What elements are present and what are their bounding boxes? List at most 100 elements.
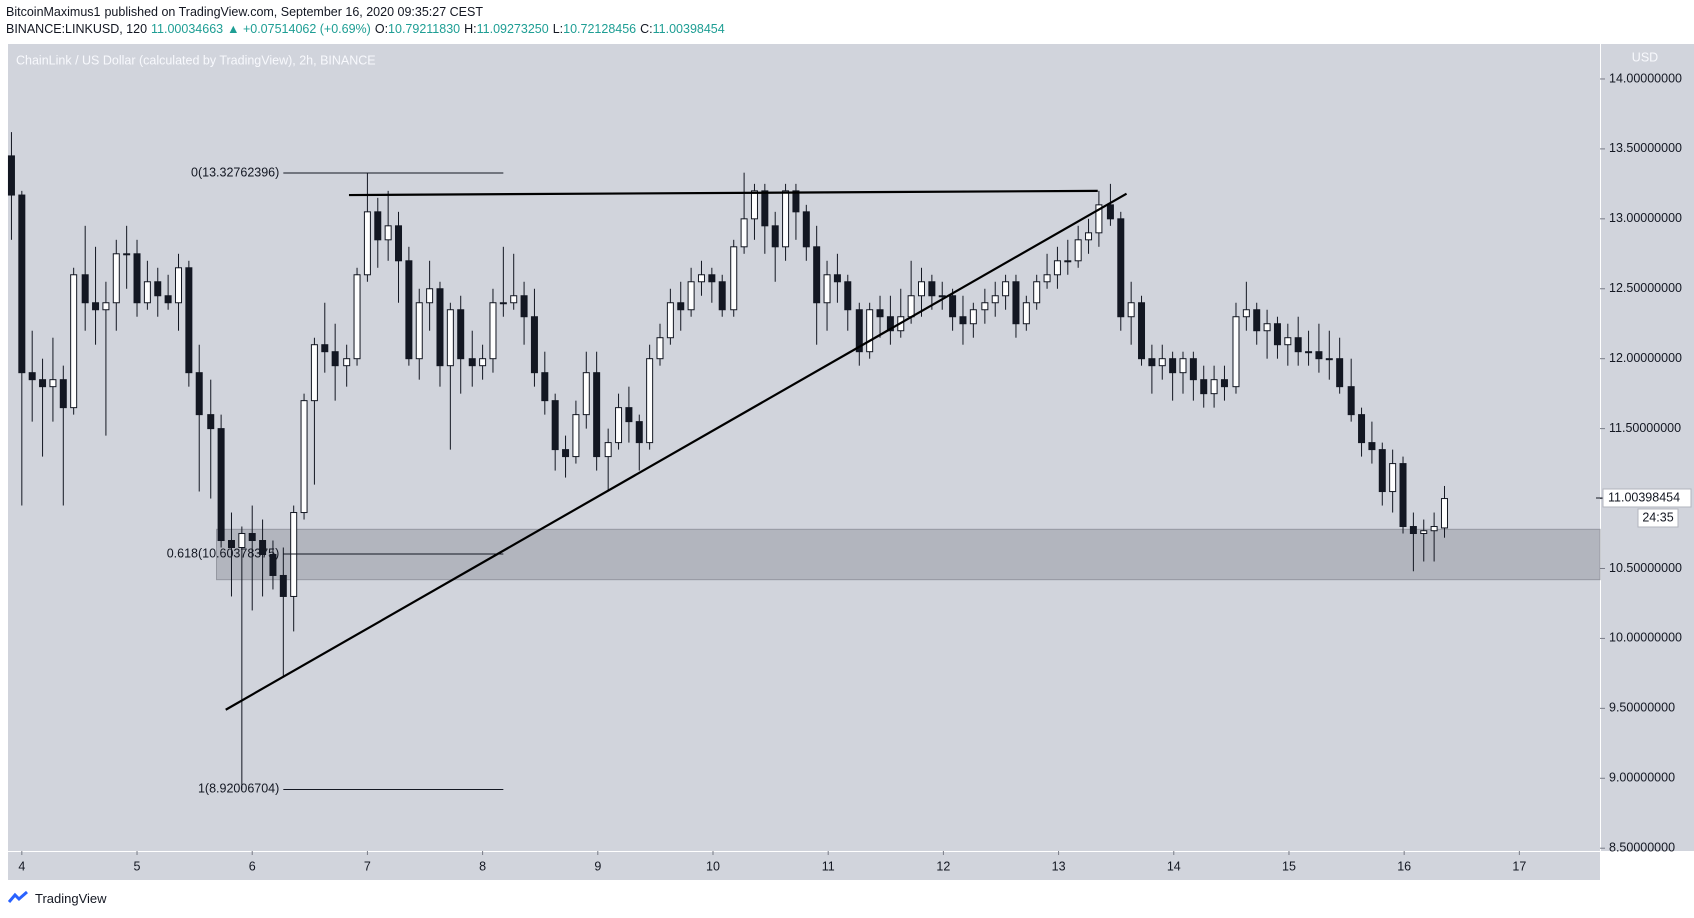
candle-body — [1325, 358, 1333, 361]
candle-body — [907, 295, 915, 318]
candle-body — [1220, 379, 1228, 388]
candle-body — [949, 295, 957, 318]
candle-body — [102, 302, 110, 311]
candle-body — [1002, 281, 1010, 297]
candle-body — [49, 379, 57, 388]
candle-body — [1305, 351, 1313, 354]
footer: TradingView — [8, 890, 107, 906]
candle-body — [802, 211, 810, 248]
candle-body — [154, 281, 162, 297]
candle-body — [112, 253, 120, 304]
candle-body — [415, 302, 423, 360]
candle-body — [7, 155, 15, 196]
candle-body — [259, 540, 267, 555]
x-tick-label: 9 — [594, 859, 601, 873]
candle-body — [520, 295, 528, 318]
candle-body — [39, 379, 47, 388]
y-tick-label: 10.00000000 — [1609, 631, 1682, 645]
candle-body — [876, 309, 884, 318]
trendline — [348, 189, 1098, 197]
candle-body — [1409, 526, 1417, 535]
ohlc-value: 10.79211830 — [388, 22, 461, 36]
candle-body — [1064, 260, 1072, 263]
fib-label: 0.618(10.60378375) — [167, 546, 280, 560]
candle-body — [917, 281, 925, 297]
candle-body — [290, 512, 298, 597]
candle-body — [718, 281, 726, 311]
candle-body — [331, 351, 339, 367]
candle-body — [823, 274, 831, 304]
candle-body — [436, 288, 444, 367]
candle-body — [761, 190, 769, 227]
candle-body — [405, 260, 413, 360]
candle-body — [1074, 239, 1082, 262]
candle-body — [677, 302, 685, 311]
fib-label: 1(8.92006704) — [198, 782, 279, 796]
candle-body — [593, 372, 601, 458]
candle-body — [740, 218, 748, 248]
candle-body — [1200, 379, 1208, 395]
brand: TradingView — [35, 890, 107, 906]
last: 11.00034663 — [151, 22, 224, 36]
candle-body — [1189, 358, 1197, 381]
candle-body — [991, 295, 999, 304]
candle-body — [782, 190, 790, 248]
candle-body — [1430, 526, 1438, 532]
candle-body — [1389, 463, 1397, 493]
candle-body — [1210, 379, 1218, 395]
candle-body — [730, 246, 738, 311]
candle-body — [938, 295, 946, 298]
x-tick-label: 16 — [1397, 859, 1411, 873]
candle-body — [174, 267, 182, 304]
layer: 0(13.32762396) 0.618(10.60378375) 1(8.9200… — [7, 132, 1601, 796]
candle-body — [855, 309, 863, 353]
candle-body — [1273, 323, 1281, 346]
candle-body — [363, 211, 371, 276]
candle-body — [1012, 281, 1020, 325]
candle-body — [133, 253, 141, 304]
candle-body — [969, 309, 977, 325]
ohlc-label: C: — [640, 22, 653, 36]
candle-body — [1085, 232, 1093, 241]
last-price-box — [1602, 488, 1692, 508]
x-tick-label: 10 — [706, 859, 720, 873]
candle-body — [697, 274, 705, 283]
candle-body — [300, 400, 308, 514]
y-tick-label: 13.50000000 — [1609, 141, 1682, 155]
candle-body — [217, 428, 225, 542]
candle-body — [343, 358, 351, 367]
candle-body — [1033, 281, 1041, 304]
x-tick-label: 17 — [1512, 859, 1526, 873]
candle-body — [468, 358, 476, 367]
candle-body — [750, 190, 758, 220]
trendline — [225, 192, 1128, 711]
candle-body — [395, 225, 403, 262]
candle-body — [1043, 274, 1051, 283]
candle-body — [457, 309, 465, 360]
candle-body — [248, 533, 256, 542]
candle-body — [551, 400, 559, 451]
ohlc-label: O: — [374, 22, 389, 36]
chart-title: ChainLink / US Dollar (calculated by Tra… — [16, 53, 376, 67]
candle-body — [635, 421, 643, 444]
candle-body — [238, 533, 246, 549]
candle-body — [446, 309, 454, 367]
support-zone — [216, 528, 1601, 581]
candle-body — [279, 574, 287, 597]
candle-body — [1158, 358, 1166, 367]
candle-body — [18, 194, 26, 374]
published: published on TradingView.com, September … — [104, 5, 483, 19]
candle-body — [1138, 302, 1146, 360]
candle-body — [81, 274, 89, 304]
candle-body — [489, 302, 497, 360]
ohlc-value: 11.00398454 — [652, 22, 725, 36]
candle-body — [59, 379, 67, 409]
countdown: 24:35 — [1642, 510, 1673, 524]
y-tick-label: 13.00000000 — [1609, 211, 1682, 225]
candle-body — [1179, 358, 1187, 374]
candle-body — [310, 344, 318, 402]
time-axis — [8, 852, 1600, 880]
candle-body — [687, 281, 695, 311]
y-tick-label: 10.50000000 — [1609, 561, 1682, 575]
